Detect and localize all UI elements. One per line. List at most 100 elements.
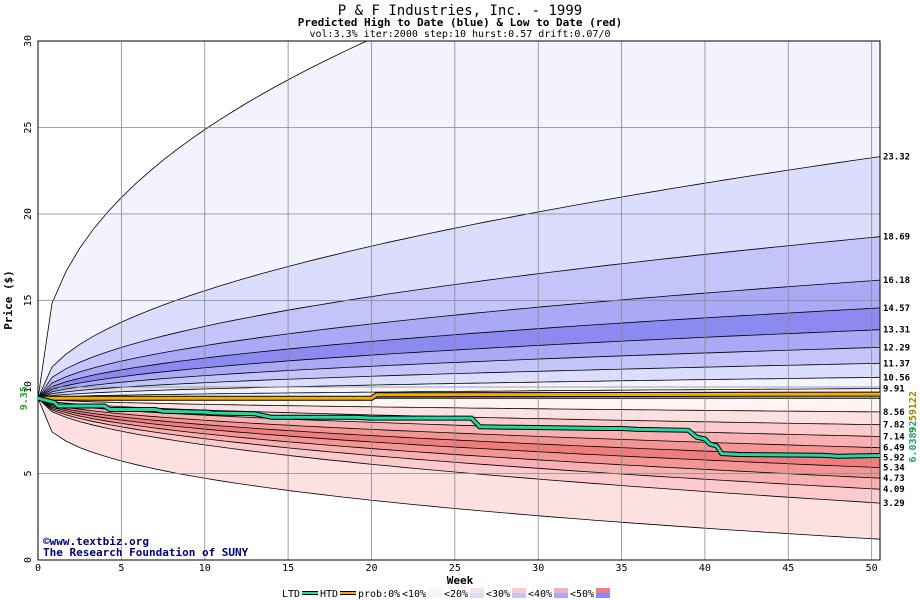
band-label-17: 3.29 [883,499,905,509]
high-band-7 [38,363,880,399]
high-band-4 [38,307,880,399]
band-boundary-0 [38,41,368,399]
htd-value-label: 9.59122 [908,391,919,433]
credit-line-1: ©www.textbiz.org [43,535,149,548]
band-boundary-4 [38,307,880,399]
band-label-10: 7.82 [883,421,905,431]
band-boundary-12 [38,397,880,413]
legend-swatch-low-5 [512,588,526,593]
credit-line-2: The Research Foundation of SUNY [43,546,249,559]
legend-label-2: prob:0% [358,589,400,600]
chart-title: P & F Industries, Inc. - 1999 [338,3,582,19]
legend-swatch-low-7 [596,588,610,593]
legend-swatch-low-4 [470,588,484,593]
legend-label-3: <10% [402,589,426,600]
legend-swatch-high-5 [512,593,526,598]
band-label-13: 5.92 [883,454,905,464]
band-label-9: 8.56 [883,408,905,418]
legend-label-0: LTD [282,589,300,600]
band-label-14: 5.34 [883,464,905,474]
legend-label-5: <30% [486,589,510,600]
low-band-5 [38,398,880,468]
legend-label-4: <20% [444,589,468,600]
y-tick-label-5: 25 [23,121,34,133]
band-label-2: 16.18 [883,276,910,286]
band-label-1: 18.69 [883,233,910,243]
legend: LTD HTD prob:0% <10% <20% <30% <40% <50% [282,588,610,600]
y-tick-label-2: 10 [23,381,34,393]
y-tick-label-6: 30 [23,35,34,47]
x-tick-label-2: 10 [199,563,211,574]
legend-swatch-high-6 [554,593,568,598]
band-boundary-9 [38,388,880,399]
x-tick-label-0: 0 [35,563,41,574]
band-label-11: 7.14 [883,432,905,442]
low-band-9 [38,398,880,540]
band-label-8: 9.91 [883,385,905,395]
low-band-8 [38,398,880,504]
band-boundary-6 [38,347,880,399]
ltd-value-label: 6.03892 [908,420,919,462]
high-band-3 [38,280,880,399]
plot-frame [37,40,881,561]
y-tick-label-4: 20 [23,208,34,220]
legend-swatch-high-4 [470,593,484,598]
x-tick-label-3: 15 [282,563,294,574]
x-tick-label-5: 25 [449,563,461,574]
x-tick-label-8: 40 [699,563,711,574]
chart-subtitle: Predicted High to Date (blue) & Low to D… [298,16,623,29]
legend-label-1: HTD [320,589,338,600]
x-axis-label: Week [447,574,474,587]
high-band-1 [38,156,880,399]
high-band-6 [38,347,880,399]
ltd-line [37,396,881,458]
band-label-12: 6.49 [883,444,905,454]
plot-area: 0 5 10 15 20 25 30 0 5 10 15 20 25 30 35 40 45 50 23.32 18.… [19,35,919,574]
band-boundary-7 [38,362,880,399]
chart-params: vol:3.3% iter:2000 step:10 hurst:0.57 dr… [309,29,610,40]
band-boundary-17 [38,397,880,468]
low-band-1 [38,398,880,425]
legend-swatch-high-3 [428,593,442,598]
low-band-6 [38,398,880,479]
x-tick-label-7: 35 [616,563,628,574]
y-tick-label-1: 5 [23,470,34,476]
band-boundary-19 [38,397,880,490]
x-tick-label-1: 5 [118,563,124,574]
x-tick-label-9: 45 [782,563,794,574]
band-boundary-8 [38,376,880,399]
band-label-0: 23.32 [883,153,910,163]
band-label-3: 14.57 [883,304,910,314]
legend-swatch-high-7 [596,593,610,598]
high-band-8 [38,377,880,399]
low-band-0 [38,398,880,412]
y-tick-label-0: 0 [23,557,34,563]
band-label-16: 4.09 [883,485,905,495]
band-boundary-20 [38,397,880,504]
legend-swatch-low-6 [554,588,568,593]
legend-label-6: <40% [528,589,552,600]
start-price-label: 9.35 [19,386,30,410]
low-band-3 [38,398,880,448]
high-band-0 [38,41,880,399]
y-axis-label: Price ($) [2,270,15,330]
band-boundary-3 [38,279,880,399]
band-boundary-2 [38,236,880,399]
band-label-4: 13.31 [883,326,910,336]
htd-line [38,392,881,400]
band-label-15: 4.73 [883,474,905,484]
band-boundary-15 [38,397,880,449]
legend-swatch-low-3 [428,588,442,593]
high-band-5 [38,329,880,399]
y-tick-label-3: 15 [23,294,34,306]
band-label-6: 11.37 [883,359,910,369]
low-band-4 [38,398,880,458]
high-band-2 [38,236,880,399]
x-tick-label-10: 50 [866,563,878,574]
x-tick-label-6: 30 [532,563,544,574]
band-boundary-18 [38,397,880,479]
band-label-7: 10.56 [883,373,910,383]
band-boundary-1 [38,156,880,399]
legend-label-7: <50% [570,589,594,600]
